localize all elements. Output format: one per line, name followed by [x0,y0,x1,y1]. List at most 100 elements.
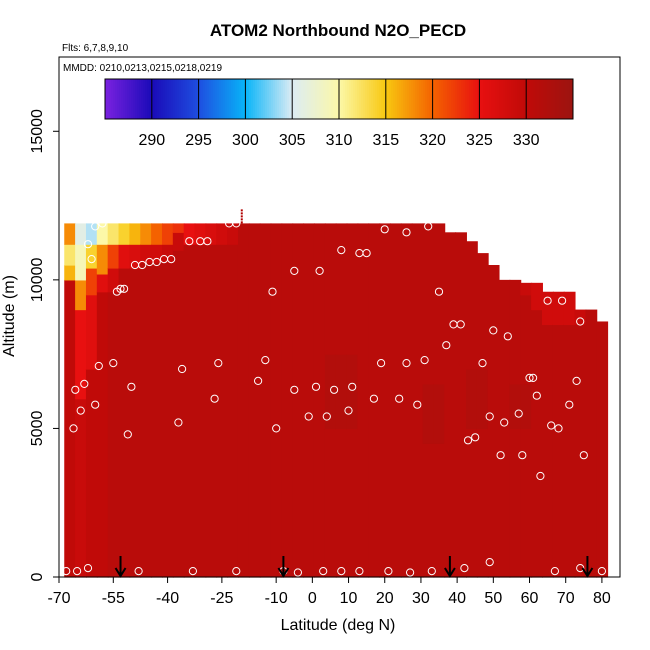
colorbar-tick-label: 310 [326,132,353,149]
heatmap-cell [509,428,522,578]
heatmap-cell [531,309,543,578]
colorbar-swatch [427,79,430,119]
heatmap-cell [455,232,467,578]
observation-point [80,379,89,388]
heatmap-cell [216,244,229,578]
colorbar-swatch [107,79,110,119]
profile-column [433,223,446,578]
colorbar-swatch [323,79,326,119]
y-tick-label: 15000 [29,109,46,154]
observation-point [485,412,494,421]
colorbar-swatch [271,79,274,119]
colorbar-swatch [441,79,444,119]
colorbar-swatch [269,79,272,119]
heatmap-cell [476,253,489,370]
colorbar-swatch [553,79,556,119]
observation-point [489,326,498,335]
down-arrow [444,556,456,578]
colorbar-swatch [373,79,376,119]
colorbar-swatch [569,79,572,119]
observation-point [471,433,480,442]
colorbar-swatch [243,79,246,119]
heatmap-cell [520,383,533,430]
observation-point [65,207,75,216]
heatmap-cell [107,291,120,578]
colorbar-swatch [223,79,226,119]
heatmap-cell [520,282,533,296]
heatmap-cell [194,223,207,245]
observation-point [83,564,93,573]
observation-point [69,424,78,433]
profile-column [368,223,381,578]
x-tick-label: 10 [340,590,358,607]
colorbar-swatch [379,79,382,119]
colorbar-swatch [179,79,182,119]
heatmap-cell [346,354,359,430]
colorbar-swatch [423,79,426,119]
colorbar-swatch [459,79,462,119]
observation-point [167,255,176,264]
heatmap-cell [552,324,565,578]
colorbar-swatch [521,79,524,119]
observation-point [272,424,281,433]
profile-column [335,223,348,578]
heatmap-cell [248,223,261,578]
observation-point [500,418,509,427]
colorbar-swatch [367,79,370,119]
colorbar-swatch [531,79,534,119]
heatmap-cell [85,369,98,578]
profile-column [172,223,185,578]
colorbar-swatch [281,79,284,119]
x-tick-label: 20 [376,590,394,607]
colorbar-swatch [153,79,156,119]
heatmap-cell [433,223,446,385]
flights-label: Flts: 6,7,8,9,10 [62,43,129,54]
heatmap-cell [140,223,153,245]
colorbar-swatch [209,79,212,119]
colorbar-swatch [221,79,224,119]
profile-column [248,223,261,578]
observation-point [76,406,85,415]
colorbar-swatch [451,79,454,119]
colorbar-swatch [437,79,440,119]
colorbar-swatch [473,79,476,119]
heatmap-cell [194,244,207,578]
colorbar-swatch [543,79,546,119]
observation-point [427,567,436,576]
colorbar-swatch [263,79,266,119]
colorbar-swatch [377,79,380,119]
observation-point [547,421,556,430]
profile-column [411,223,424,578]
colorbar-swatch [131,79,134,119]
profile-column [281,223,294,578]
observation-point [420,356,429,365]
observation-point [304,412,313,421]
colorbar-swatch [317,79,320,119]
colorbar-swatch [119,79,122,119]
colorbar-swatch [363,79,366,119]
profile-column [487,265,500,578]
colorbar-swatch [519,79,522,119]
observation-point [565,400,574,409]
observation-point [344,406,353,415]
colorbar-swatch [475,79,478,119]
observation-point [402,359,411,368]
colorbar-swatch [203,79,206,119]
heatmap-cell [585,309,598,578]
colorbar-swatch [319,79,322,119]
heatmap-cell [161,223,174,245]
observation-point [185,237,194,246]
observation-point [496,451,505,460]
y-tick-label: 5000 [29,411,46,447]
observation-point [380,225,389,234]
profile-column [259,223,272,578]
profile-column [379,223,391,578]
colorbar-swatch [287,79,290,119]
colorbar-swatch [167,79,170,119]
colorbar-swatch [567,79,570,119]
colorbar-swatch [215,79,218,119]
heatmap-cell [379,223,391,578]
heatmap-cell [75,398,87,578]
observation-point [463,436,473,445]
arrow-markers [114,556,594,578]
